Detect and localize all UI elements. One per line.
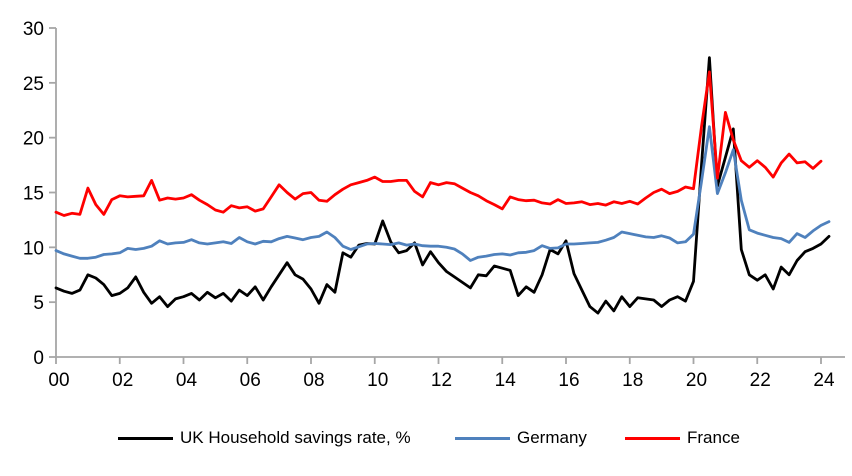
x-tick-label: 16 <box>558 370 579 391</box>
x-tick-label: 00 <box>48 370 69 391</box>
y-tick-label: 15 <box>23 184 44 205</box>
y-tick-label: 25 <box>23 74 44 95</box>
x-tick-label: 10 <box>367 370 388 391</box>
legend-item-uk: UK Household savings rate, % <box>118 424 411 452</box>
x-tick-label: 04 <box>176 370 198 391</box>
uk-line-swatch <box>118 436 173 440</box>
x-tick-label: 20 <box>686 370 707 391</box>
y-tick-label: 0 <box>33 348 44 369</box>
x-tick-label: 24 <box>813 370 835 391</box>
x-tick-label: 12 <box>431 370 452 391</box>
series-line-2 <box>54 70 823 217</box>
legend-item-germany: Germany <box>455 424 587 452</box>
series-line-1 <box>54 125 831 262</box>
x-tick-label: 08 <box>303 370 324 391</box>
line-chart-plot-area: 0 5 10 15 20 25 30 00 02 04 06 08 10 12 14 16 18 20 22 24 <box>23 19 845 391</box>
legend-label-germany: Germany <box>517 428 587 447</box>
x-tick-label: 06 <box>240 370 261 391</box>
y-tick-label: 20 <box>23 129 44 150</box>
legend-label-france: France <box>687 428 740 447</box>
legend-item-france: France <box>625 424 740 452</box>
series-line-0 <box>54 56 831 315</box>
chart-legend: UK Household savings rate, % Germany Fra… <box>0 424 852 452</box>
y-tick-label: 10 <box>23 238 44 259</box>
france-line-swatch <box>625 436 680 440</box>
x-tick-label: 18 <box>622 370 643 391</box>
x-tick-label: 22 <box>750 370 771 391</box>
germany-line-swatch <box>455 436 510 440</box>
x-tick-label: 14 <box>495 370 517 391</box>
y-tick-label: 30 <box>23 19 44 40</box>
legend-label-uk: UK Household savings rate, % <box>180 428 411 447</box>
y-tick-label: 5 <box>33 293 44 314</box>
x-tick-label: 02 <box>112 370 133 391</box>
